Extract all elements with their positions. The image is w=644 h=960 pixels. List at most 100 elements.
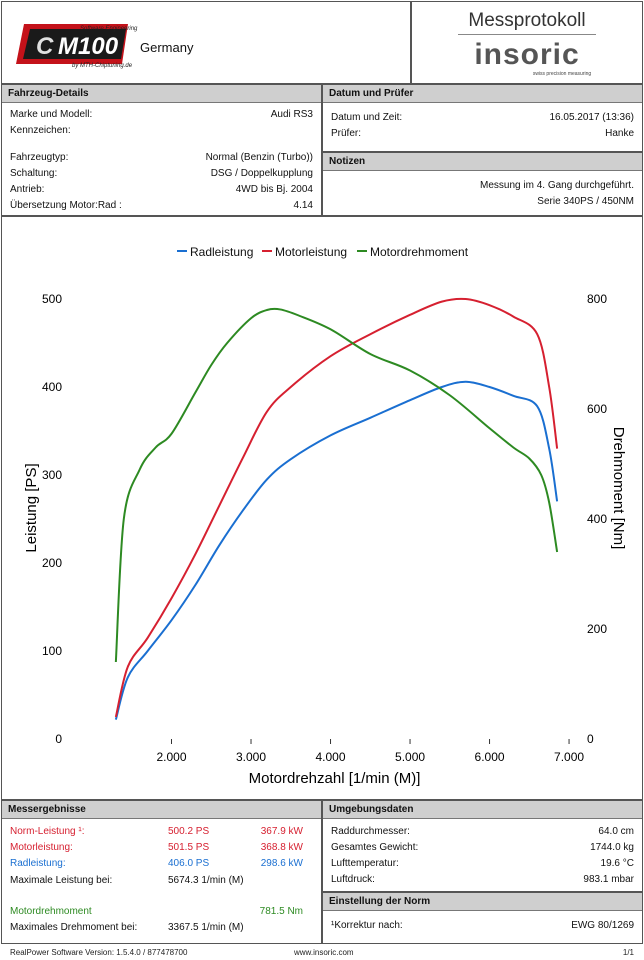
max-torque-value: 3367.5 1/min (M) [168, 922, 244, 933]
vehicle-panel: Fahrzeug-Details Marke und Modell: Audi R… [1, 84, 322, 216]
notes-heading: Notizen [323, 153, 642, 171]
notes-line: Serie 340PS / 450NM [537, 196, 634, 207]
engine-power-kw: 368.8 kW [260, 842, 303, 853]
wheel-power-kw: 298.6 kW [260, 858, 303, 869]
svg-text:C: C [36, 33, 54, 60]
x-tick-label: 4.000 [316, 750, 346, 764]
max-torque-row: Maximales Drehmoment bei: 3367.5 1/min (… [10, 922, 313, 936]
norm-power-row: Norm-Leistung ¹: 500.2 PS 367.9 kW [10, 826, 313, 840]
vehicle-label: Marke und Modell: [10, 109, 93, 120]
date-heading: Datum und Prüfer [323, 85, 642, 103]
norm-power-kw: 367.9 kW [260, 826, 303, 837]
max-power-label: Maximale Leistung bei: [10, 875, 113, 886]
insoric-subline: swiss precision measuring [532, 71, 592, 77]
norm-value: EWG 80/1269 [571, 920, 634, 931]
m100-logo: M100 C Software Engineering by MTH-Chipt… [10, 16, 210, 74]
y2-axis-label: Drehmoment [Nm] [610, 427, 627, 550]
engine-power-row: Motorleistung: 501.5 PS 368.8 kW [10, 842, 313, 856]
vehicle-value: DSG / Doppelkupplung [210, 168, 313, 179]
logo-tagline-top: Software Engineering [80, 26, 138, 32]
series-line-motordrehmoment [114, 307, 559, 663]
y-tick-label: 300 [42, 468, 62, 482]
y2-tick-label: 600 [587, 402, 607, 416]
x-tick-label: 7.000 [554, 750, 584, 764]
legend-label: Radleistung [190, 245, 253, 259]
norm-heading: Einstellung der Norm [323, 893, 642, 911]
norm-row: ¹Korrektur nach: EWG 80/1269 [331, 920, 634, 934]
vehicle-label: Antrieb: [10, 184, 45, 195]
y2-tick-label: 400 [587, 512, 607, 526]
vehicle-heading: Fahrzeug-Details [2, 85, 321, 103]
wheel-power-ps: 406.0 PS [168, 858, 210, 869]
page-title: Messprotokoll [468, 10, 586, 31]
power-torque-chart: Radleistung Motorleistung Motordrehmoment … [23, 245, 627, 787]
x-tick-label: 5.000 [395, 750, 425, 764]
title-divider [458, 34, 596, 35]
torque-label: Motordrehmoment [10, 906, 92, 917]
vehicle-row: Marke und Modell: Audi RS3 [10, 109, 313, 123]
environment-row: Lufttemperatur: 19.6 °C [331, 858, 634, 869]
logo-country: Germany [140, 40, 194, 55]
norm-panel: Einstellung der Norm ¹Korrektur nach: EWG… [322, 892, 643, 944]
series-line-motorleistung [114, 297, 559, 718]
m100-logo-graphic: M100 C [16, 24, 128, 64]
y-tick-label: 100 [42, 644, 62, 658]
results-heading: Messergebnisse [2, 801, 321, 819]
chart-series [114, 297, 559, 720]
x-tick-label: 6.000 [475, 750, 505, 764]
footer-page: 1/1 [622, 948, 634, 957]
date-row: Prüfer: Hanke [331, 128, 634, 142]
vehicle-label: Fahrzeugtyp: [10, 152, 69, 163]
notes-line: Messung im 4. Gang durchgeführt. [480, 180, 634, 191]
y-tick-label: 200 [42, 556, 62, 570]
vehicle-row: Antrieb: 4WD bis Bj. 2004 [10, 184, 313, 198]
norm-power-label: Norm-Leistung ¹: [10, 826, 85, 837]
max-torque-label: Maximales Drehmoment bei: [10, 922, 138, 933]
vehicle-label: Kennzeichen: [10, 125, 71, 136]
environment-panel: Umgebungsdaten Raddurchmesser: 64.0 cm Ge… [322, 800, 643, 892]
footer-version: RealPower Software Version: 1.5.4.0 / 87… [10, 948, 188, 957]
vehicle-label: Übersetzung Motor:Rad : [10, 200, 122, 211]
y-tick-label: 0 [55, 732, 62, 746]
insoric-logo: insoric [474, 38, 580, 71]
vehicle-value: 4.14 [293, 200, 313, 211]
vehicle-row: Fahrzeugtyp: Normal (Benzin (Turbo)) [10, 152, 313, 166]
norm-label: ¹Korrektur nach: [331, 920, 403, 931]
y-tick-label: 400 [42, 380, 62, 394]
y-axis-label: Leistung [PS] [23, 463, 40, 552]
max-power-row: Maximale Leistung bei: 5674.3 1/min (M) [10, 875, 313, 889]
tester-label: Prüfer: [331, 128, 362, 139]
results-panel: Messergebnisse Norm-Leistung ¹: 500.2 PS… [1, 800, 322, 944]
header-title-panel: Messprotokoll insoric swiss precision me… [411, 1, 643, 84]
y2-tick-label: 200 [587, 622, 607, 636]
max-power-value: 5674.3 1/min (M) [168, 875, 244, 886]
x-tick-label: 2.000 [156, 750, 186, 764]
svg-text:M100: M100 [58, 33, 119, 60]
footer-url[interactable]: www.insoric.com [294, 948, 354, 957]
environment-row: Luftdruck: 983.1 mbar [331, 874, 634, 885]
y2-tick-label: 800 [587, 292, 607, 306]
date-value: 16.05.2017 (13:36) [549, 112, 634, 123]
x-tick-label: 3.000 [236, 750, 266, 764]
torque-value: 781.5 Nm [259, 906, 303, 917]
y2-tick-label: 0 [587, 732, 594, 746]
environment-row: Gesamtes Gewicht: 1744.0 kg [331, 842, 634, 853]
vehicle-value: 4WD bis Bj. 2004 [235, 184, 313, 195]
environment-row: Raddurchmesser: 64.0 cm [331, 826, 634, 837]
environment-heading: Umgebungsdaten [323, 801, 642, 819]
wheel-power-row: Radleistung: 406.0 PS 298.6 kW [10, 858, 313, 872]
engine-power-ps: 501.5 PS [168, 842, 210, 853]
notes-panel: Notizen Messung im 4. Gang durchgeführt.… [322, 152, 643, 216]
y-tick-label: 500 [42, 292, 62, 306]
torque-row: Motordrehmoment 781.5 Nm [10, 906, 313, 920]
norm-power-ps: 500.2 PS [168, 826, 210, 837]
date-panel: Datum und Prüfer Datum und Zeit: 16.05.20… [322, 84, 643, 152]
chart-axes: 2.000 3.000 4.000 5.000 6.000 7.0000100200300… [23, 292, 627, 787]
x-axis-label: Motordrehzahl [1/min (M)] [249, 770, 421, 787]
series-line-radleistung [114, 380, 559, 720]
date-label: Datum und Zeit: [331, 112, 403, 123]
header-logo-panel: M100 C Software Engineering by MTH-Chipt… [1, 1, 411, 84]
engine-power-label: Motorleistung: [10, 842, 73, 853]
logo-tagline-bottom: by MTH-Chiptuning.de [72, 63, 133, 69]
legend-label: Motorleistung [275, 245, 347, 259]
